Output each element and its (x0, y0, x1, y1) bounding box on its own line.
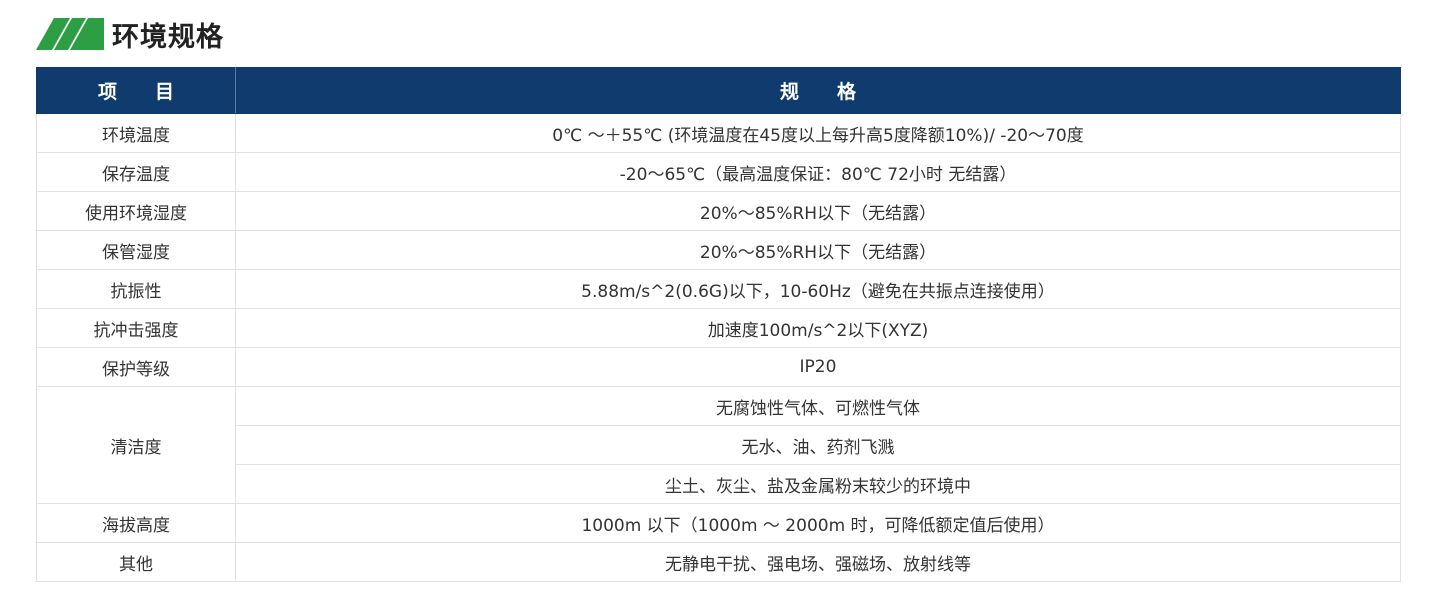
spec-cell: 尘土、灰尘、盐及金属粉末较少的环境中 (235, 464, 1401, 504)
item-cell: 抗冲击强度 (36, 308, 236, 348)
table-row: 使用环境湿度 20%～85%RH以下（无结露） (36, 191, 1401, 231)
item-cell: 清洁度 (36, 386, 236, 504)
spec-cell: 无腐蚀性气体、可燃性气体 (235, 386, 1401, 426)
header-item: 项 目 (36, 67, 236, 114)
table-header-row: 项 目 规 格 (36, 67, 1401, 114)
spec-cell: 5.88m/s^2(0.6G)以下，10-60Hz（避免在共振点连接使用） (235, 269, 1401, 309)
table-row: 环境温度 0℃ ～＋55℃ (环境温度在45度以上每升高5度降额10%)/ -20… (36, 113, 1401, 153)
item-cell: 海拔高度 (36, 503, 236, 543)
table-row: 海拔高度 1000m 以下（1000m ～ 2000m 时，可降低额定值后使用） (36, 503, 1401, 543)
item-cell: 抗振性 (36, 269, 236, 309)
item-cell: 保护等级 (36, 347, 236, 387)
table-row: 保管湿度 20%～85%RH以下（无结露） (36, 230, 1401, 270)
spec-cell: 1000m 以下（1000m ～ 2000m 时，可降低额定值后使用） (235, 503, 1401, 543)
section-header: 环境规格 (36, 14, 224, 54)
table-row: 保护等级 IP20 (36, 347, 1401, 387)
table-row: 抗冲击强度 加速度100m/s^2以下(XYZ) (36, 308, 1401, 348)
table-row: 其他 无静电干扰、强电场、强磁场、放射线等 (36, 542, 1401, 582)
table-row: 抗振性 5.88m/s^2(0.6G)以下，10-60Hz（避免在共振点连接使用） (36, 269, 1401, 309)
spec-cell: 0℃ ～＋55℃ (环境温度在45度以上每升高5度降额10%)/ -20～70度 (235, 113, 1401, 153)
item-cell: 保管湿度 (36, 230, 236, 270)
spec-cell: IP20 (235, 347, 1401, 387)
stripes-logo-icon (36, 18, 104, 50)
item-cell: 环境温度 (36, 113, 236, 153)
table-row: 尘土、灰尘、盐及金属粉末较少的环境中 (37, 464, 1401, 504)
spec-cell: 20%～85%RH以下（无结露） (235, 230, 1401, 270)
spec-cell: 20%～85%RH以下（无结露） (235, 191, 1401, 231)
header-spec: 规 格 (235, 67, 1401, 114)
item-cell: 保存温度 (36, 152, 236, 192)
table-row: 无水、油、药剂飞溅 (37, 425, 1401, 465)
item-cell: 使用环境湿度 (36, 191, 236, 231)
spec-cell: 无静电干扰、强电场、强磁场、放射线等 (235, 542, 1401, 582)
section-title: 环境规格 (112, 21, 224, 53)
spec-table: 项 目 规 格 环境温度 0℃ ～＋55℃ (环境温度在45度以上每升高5度降额1… (36, 67, 1401, 582)
spec-cell: 无水、油、药剂飞溅 (235, 425, 1401, 465)
table-row: 保存温度 -20～65℃（最高温度保证：80℃ 72小时 无结露） (36, 152, 1401, 192)
spec-cell: 加速度100m/s^2以下(XYZ) (235, 308, 1401, 348)
table-row: 清洁度 无腐蚀性气体、可燃性气体 (36, 386, 1401, 504)
spec-cell: -20～65℃（最高温度保证：80℃ 72小时 无结露） (235, 152, 1401, 192)
item-cell: 其他 (36, 542, 236, 582)
